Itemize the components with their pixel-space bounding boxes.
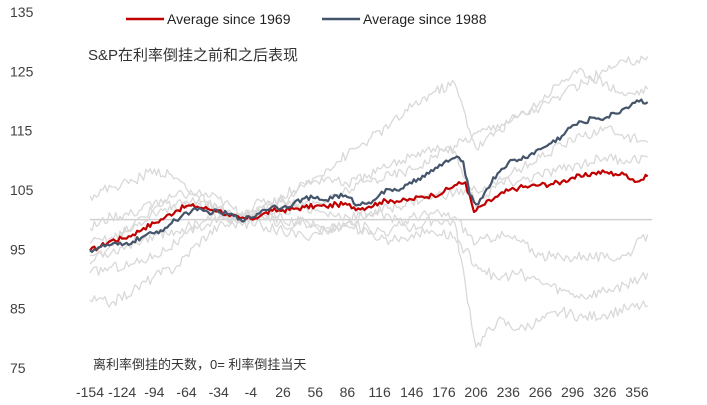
x-tick-label: 26 — [275, 384, 291, 400]
x-tick-label: -4 — [245, 384, 258, 400]
y-tick-label: 95 — [10, 241, 26, 257]
x-tick-label: -94 — [144, 384, 164, 400]
y-tick-label: 85 — [10, 301, 26, 317]
background-series-line-6 — [89, 213, 649, 300]
series-line-avg-1988 — [89, 98, 649, 253]
series-line-avg-1969 — [89, 169, 649, 252]
y-tick-label: 135 — [10, 4, 34, 20]
x-tick-label: -64 — [176, 384, 196, 400]
y-axis-ticks: 75 85 95 105 115 125 135 — [10, 4, 34, 376]
x-tick-label: 206 — [464, 384, 488, 400]
x-tick-label: 326 — [593, 384, 617, 400]
x-axis-label: 离利率倒挂的天数，0= 利率倒挂当天 — [93, 357, 306, 372]
legend-label: Average since 1988 — [363, 11, 487, 27]
x-tick-label: 296 — [561, 384, 585, 400]
background-series-line-1 — [89, 208, 649, 308]
x-tick-label: -124 — [108, 384, 136, 400]
x-tick-label: 116 — [368, 384, 391, 400]
y-tick-label: 105 — [10, 182, 34, 198]
legend: Average since 1969 Average since 1988 — [126, 11, 487, 27]
y-tick-label: 125 — [10, 63, 34, 79]
x-tick-label: -34 — [209, 384, 229, 400]
y-tick-label: 115 — [10, 123, 33, 139]
legend-label: Average since 1969 — [167, 11, 291, 27]
x-tick-label: 236 — [497, 384, 521, 400]
x-tick-label: -154 — [76, 384, 104, 400]
x-axis-ticks: -154 -124 -94 -64 -34 -4 26 56 86 116 146 176 206 236… — [76, 384, 649, 400]
background-series-line-3 — [89, 55, 649, 276]
chart-title: S&P在利率倒挂之前和之后表现 — [88, 47, 298, 64]
x-tick-label: 146 — [400, 384, 424, 400]
background-series-line-2 — [89, 153, 649, 265]
x-tick-label: 86 — [340, 384, 356, 400]
y-tick-label: 75 — [10, 360, 26, 376]
background-series-line-7 — [89, 125, 649, 245]
x-tick-label: 56 — [307, 384, 323, 400]
x-tick-label: 356 — [625, 384, 649, 400]
x-tick-label: 176 — [432, 384, 456, 400]
average-series-group — [89, 98, 649, 253]
background-series-line-4 — [89, 67, 649, 222]
x-tick-label: 266 — [529, 384, 553, 400]
